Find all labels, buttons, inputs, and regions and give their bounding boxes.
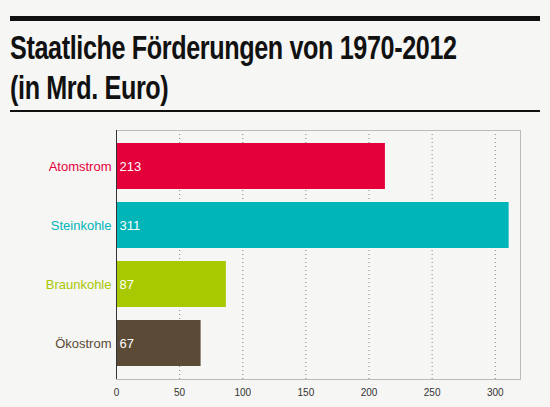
svg-text:100: 100 (234, 387, 251, 398)
svg-text:0: 0 (114, 387, 120, 398)
svg-text:200: 200 (361, 387, 378, 398)
svg-text:87: 87 (120, 277, 134, 292)
svg-text:311: 311 (120, 218, 141, 233)
svg-text:50: 50 (174, 387, 186, 398)
html-text:(in Mrd. Euro): (in Mrd. Euro) (10, 68, 169, 106)
svg-text:Atomstrom: Atomstrom (49, 159, 112, 174)
svg-text:250: 250 (424, 387, 441, 398)
svg-text:Braunkohle: Braunkohle (46, 277, 112, 292)
svg-text:300: 300 (487, 387, 504, 398)
svg-text:67: 67 (120, 336, 134, 351)
html-text:Staatliche Förderungen von 197: Staatliche Förderungen von 1970-2012 (10, 28, 457, 66)
svg-text:213: 213 (120, 159, 142, 174)
svg-text:Steinkohle: Steinkohle (51, 218, 112, 233)
svg-text:Ökostrom: Ökostrom (55, 336, 111, 351)
svg-text:150: 150 (298, 387, 315, 398)
